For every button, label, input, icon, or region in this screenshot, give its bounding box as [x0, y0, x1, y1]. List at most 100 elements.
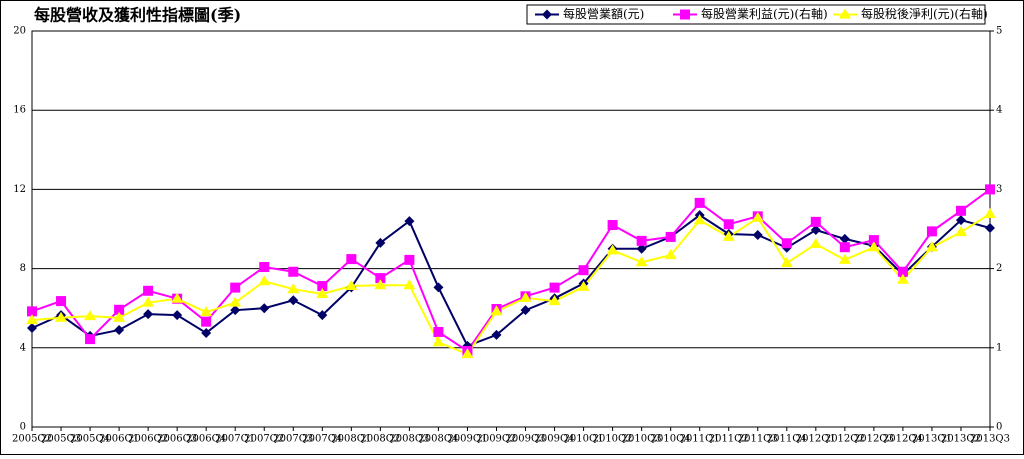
data-point	[143, 285, 154, 296]
data-point	[172, 310, 183, 321]
data-point	[114, 324, 125, 335]
data-point	[461, 348, 474, 359]
x-tick-label: 2013Q3	[970, 434, 1010, 445]
y2-tick-label: 1	[996, 342, 1002, 353]
legend-marker	[680, 9, 690, 20]
y-tick-label: 20	[13, 26, 26, 37]
data-point	[780, 257, 793, 268]
data-point	[317, 281, 328, 292]
y-tick-label: 16	[13, 105, 26, 116]
data-point	[85, 334, 96, 345]
data-point	[925, 241, 938, 252]
x-tick-label: 2005Q4	[70, 434, 110, 445]
data-point	[375, 273, 386, 284]
data-point	[84, 310, 97, 321]
data-point	[751, 211, 764, 222]
data-point	[839, 242, 850, 253]
data-point	[664, 249, 677, 260]
data-point	[810, 224, 821, 235]
data-point	[723, 219, 734, 230]
x-tick-label: 2008Q1	[331, 434, 371, 445]
data-point	[142, 296, 155, 307]
data-point	[26, 314, 38, 325]
data-point	[230, 305, 241, 316]
data-point	[230, 282, 241, 293]
data-point	[114, 304, 125, 315]
data-point	[549, 282, 560, 293]
x-tick-label: 2009Q3	[506, 434, 546, 445]
data-point	[548, 295, 561, 306]
data-point	[607, 220, 618, 231]
x-tick-label: 2012Q3	[854, 434, 894, 445]
y2-tick-label: 4	[996, 105, 1002, 116]
data-point	[984, 207, 996, 218]
x-tick-label: 2012Q4	[883, 434, 923, 445]
data-point	[810, 216, 821, 227]
data-point	[288, 266, 299, 277]
x-tick-label: 2008Q2	[360, 434, 400, 445]
legend-marker	[839, 8, 851, 19]
data-point	[722, 230, 735, 241]
x-tick-label: 2011Q2	[709, 434, 749, 445]
x-tick-label: 2007Q4	[302, 434, 342, 445]
x-tick-label: 2009Q2	[476, 434, 516, 445]
data-point	[374, 279, 387, 290]
data-point	[259, 303, 270, 314]
data-point	[143, 309, 154, 320]
data-point	[868, 235, 879, 246]
x-tick-label: 2007Q3	[273, 434, 313, 445]
y2-tick-label: 5	[996, 26, 1002, 37]
data-point	[258, 275, 271, 286]
data-point	[345, 280, 358, 291]
x-tick-label: 2008Q4	[418, 434, 458, 445]
chart-title: 每股營收及獲利性指標圖(季)	[34, 6, 241, 25]
x-tick-label: 2006Q1	[99, 434, 139, 445]
x-tick-label: 2011Q3	[738, 434, 778, 445]
data-point	[27, 306, 37, 317]
x-tick-label: 2010Q4	[651, 434, 691, 445]
data-point	[897, 266, 908, 277]
data-point	[287, 283, 300, 294]
x-tick-label: 2009Q4	[535, 434, 575, 445]
data-point	[201, 327, 212, 338]
x-tick-label: 2007Q2	[244, 434, 284, 445]
data-point	[781, 238, 792, 249]
y2-tick-label: 3	[996, 184, 1002, 195]
series-line	[31, 188, 991, 353]
data-point	[317, 310, 328, 321]
x-tick-label: 2006Q3	[157, 434, 197, 445]
data-point	[433, 282, 444, 293]
x-tick-label: 2013Q2	[941, 434, 981, 445]
y2-tick-label: 0	[996, 422, 1002, 433]
data-point	[346, 254, 357, 265]
data-point	[577, 280, 590, 291]
plot-area	[31, 30, 991, 428]
legend-box	[526, 4, 986, 25]
y-tick-label: 8	[20, 263, 26, 274]
data-point	[259, 262, 270, 273]
data-point	[56, 296, 67, 307]
data-point	[490, 305, 503, 316]
data-point	[578, 265, 589, 276]
data-point	[838, 253, 851, 264]
data-point	[404, 216, 415, 227]
x-tick-label: 2013Q1	[912, 434, 952, 445]
data-point	[113, 311, 126, 322]
data-point	[229, 296, 242, 307]
x-tick-label: 2006Q4	[186, 434, 226, 445]
y2-tick-label: 2	[996, 263, 1002, 274]
data-point	[519, 291, 532, 302]
data-point	[694, 197, 705, 208]
legend-marker	[542, 9, 552, 20]
data-point	[985, 223, 995, 234]
data-point	[635, 256, 648, 267]
data-point	[288, 295, 299, 306]
x-tick-label: 2010Q2	[593, 434, 633, 445]
x-tick-label: 2009Q1	[447, 434, 487, 445]
data-point	[27, 323, 37, 333]
data-point	[955, 205, 966, 216]
legend-label: 每股營業額(元)	[563, 6, 644, 21]
legend-label: 每股營業利益(元)(右軸)	[701, 6, 828, 21]
data-point	[985, 184, 995, 195]
